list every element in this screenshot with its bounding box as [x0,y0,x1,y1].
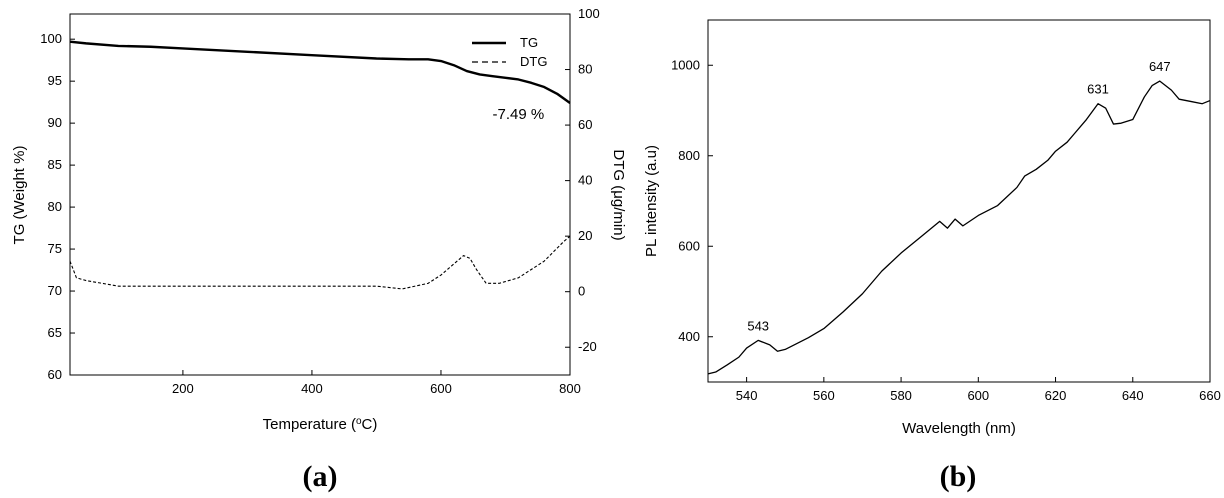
x-tick-label: 400 [301,381,323,396]
legend-label-dtg: DTG [520,54,547,69]
chart-a-y2-ticks: -20 0 20 40 60 80 100 [565,6,600,354]
y2-tick-label: 40 [578,173,592,188]
chart-a-annotation-mass-loss: -7.49 % [493,106,545,123]
chart-a-y2-axis-label: DTG (μg/min) [610,149,627,240]
chart-b-x-axis-label: Wavelength (nm) [902,420,1016,437]
chart-a-y-ticks: 60 65 70 75 80 85 90 95 100 [40,31,75,382]
y-tick-label: 600 [678,238,700,253]
series-pl-line [707,80,1211,375]
x-tick-label: 540 [736,388,758,403]
chart-b-y-ticks: 400 600 800 1000 [671,57,713,344]
x-tick-label: 620 [1045,388,1067,403]
y-tick-label: 95 [48,73,62,88]
y-tick-label: 70 [48,283,62,298]
y2-tick-label: 80 [578,62,592,77]
y-tick-label: 100 [40,31,62,46]
x-tick-label: 560 [813,388,835,403]
peak-label-543: 543 [747,318,769,333]
series-tg-line [69,40,571,104]
y-tick-label: 65 [48,325,62,340]
x-tick-label: 800 [559,381,581,396]
chart-a-series [69,40,571,290]
peak-label-631: 631 [1087,82,1109,97]
y-tick-label: 60 [48,367,62,382]
chart-a: 200 400 600 800 60 65 70 75 80 85 90 95 100 -20 0 20 4… [11,6,627,493]
y2-tick-label: 20 [578,228,592,243]
y-tick-label: 85 [48,157,62,172]
y-tick-label: 400 [678,329,700,344]
chart-a-x-ticks: 200 400 600 800 [172,370,581,396]
x-tick-label: 660 [1199,388,1221,403]
chart-a-legend: TG DTG [472,35,547,69]
y-tick-label: 80 [48,199,62,214]
chart-b: 540 560 580 600 620 640 660 400 600 800 1000 543 6… [643,19,1221,493]
legend-label-tg: TG [520,35,538,50]
series-dtg-line [69,235,571,290]
x-tick-label: 600 [967,388,989,403]
x-tick-label: 200 [172,381,194,396]
chart-b-x-ticks: 540 560 580 600 620 640 660 [736,377,1221,403]
chart-b-panel-label: (b) [940,460,977,493]
y-tick-label: 800 [678,148,700,163]
chart-b-series [707,80,1211,375]
x-tick-label: 600 [430,381,452,396]
chart-b-y-axis-label: PL intensity (a.u) [643,145,660,257]
y2-tick-label: -20 [578,339,597,354]
y-tick-label: 90 [48,115,62,130]
chart-b-annotations: 543 631 647 [747,59,1170,333]
y2-tick-label: 60 [578,117,592,132]
chart-a-x-axis-label: Temperature (oC) [263,416,378,434]
x-tick-label: 580 [890,388,912,403]
y-tick-label: 75 [48,241,62,256]
chart-b-plot-frame [707,19,1211,383]
peak-label-647: 647 [1149,59,1171,74]
y-tick-label: 1000 [671,57,700,72]
chart-a-plot-frame [69,13,571,376]
y2-tick-label: 0 [578,284,585,299]
y2-tick-label: 100 [578,6,600,21]
chart-a-panel-label: (a) [303,460,338,493]
chart-a-y-axis-label: TG (Weight %) [11,146,28,245]
x-tick-label: 640 [1122,388,1144,403]
